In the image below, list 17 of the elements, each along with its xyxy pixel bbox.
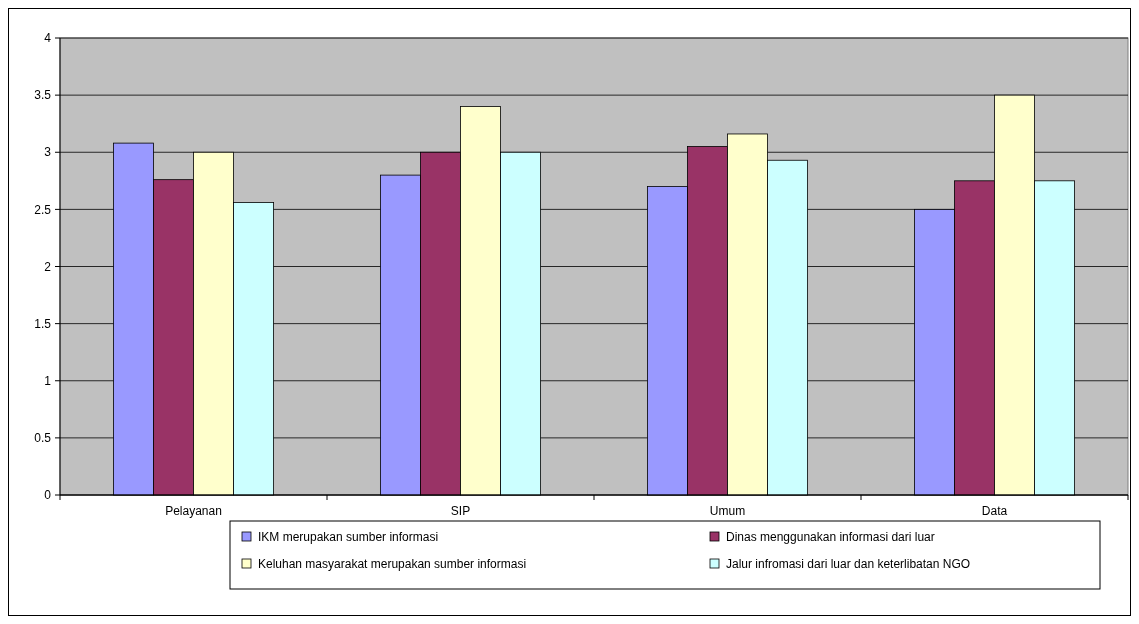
legend-label: Jalur infromasi dari luar dan keterlibatan NGO <box>726 557 971 572</box>
x-tick-label: Umum <box>709 504 746 518</box>
legend-label: Dinas menggunakan informasi dari luar <box>726 530 935 545</box>
legend-label: Keluhan masyarakat merupakan sumber informasi <box>258 557 527 572</box>
x-tick-label: SIP <box>450 504 471 518</box>
y-tick-label: 1 <box>44 373 52 388</box>
y-tick-label: 4 <box>44 31 52 46</box>
y-tick-label: 0 <box>44 488 52 503</box>
x-tick-label: Pelayanan <box>165 504 222 518</box>
y-tick-label: 0.5 <box>34 431 52 446</box>
x-tick-label: Data <box>981 504 1008 518</box>
y-tick-label: 2.5 <box>34 202 52 217</box>
y-tick-label: 1.5 <box>34 316 52 331</box>
legend-label: IKM merupakan sumber informasi <box>258 530 439 545</box>
y-tick-label: 3.5 <box>34 88 52 103</box>
y-tick-label: 3 <box>44 145 52 160</box>
y-tick-label: 2 <box>44 259 52 274</box>
